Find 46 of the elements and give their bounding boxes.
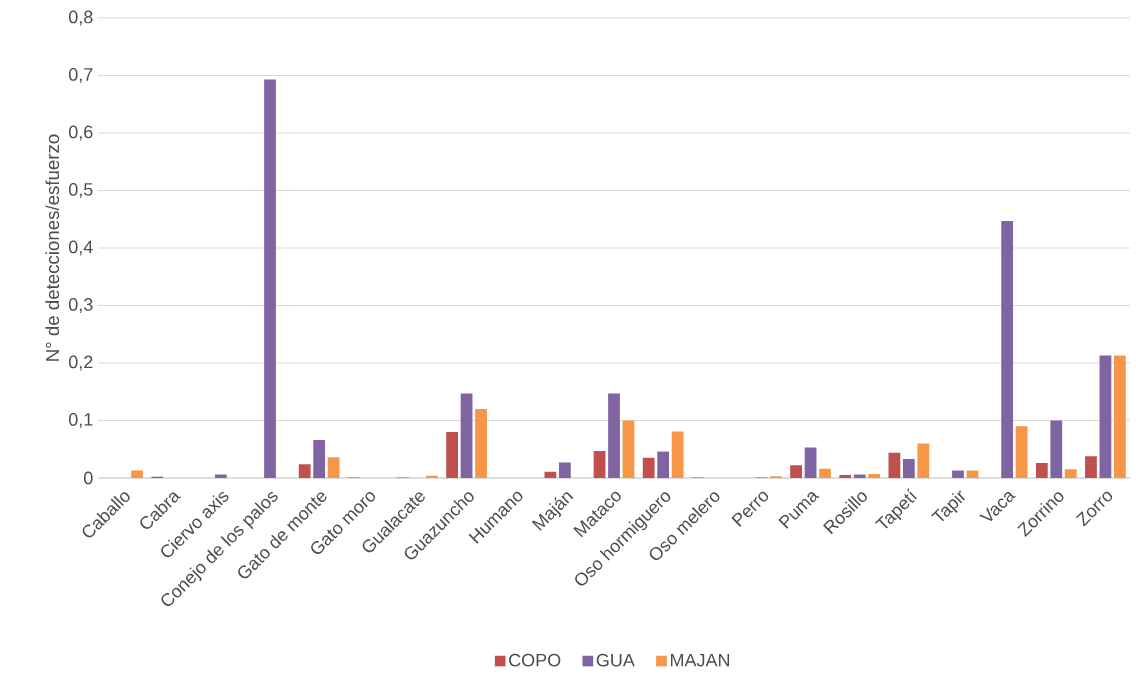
y-tick-label: 0,3 xyxy=(68,298,93,313)
bar xyxy=(1001,220,1014,478)
bar xyxy=(1099,355,1112,478)
bar xyxy=(298,464,311,478)
bar xyxy=(642,457,655,478)
bar xyxy=(671,431,684,478)
y-tick-label: 0,6 xyxy=(68,125,93,141)
y-tick-label: 0,2 xyxy=(68,355,93,371)
x-tick-label: Vaca xyxy=(979,491,1016,522)
bar xyxy=(819,468,831,478)
bar xyxy=(622,420,635,478)
bar xyxy=(888,452,901,478)
bar xyxy=(1113,355,1126,478)
bar xyxy=(131,470,143,478)
bar xyxy=(790,465,803,478)
bar xyxy=(608,393,620,478)
bar xyxy=(1050,420,1063,478)
bar xyxy=(460,393,473,478)
y-tick-label: 0,1 xyxy=(68,413,93,428)
bar xyxy=(1035,463,1048,478)
legend-label: GUA xyxy=(596,653,635,667)
y-axis-title: N° de detecciones/esfuerzo xyxy=(45,134,60,361)
bar xyxy=(1015,426,1028,478)
y-tick-label: 0,7 xyxy=(68,68,93,83)
bar xyxy=(264,79,276,478)
bar xyxy=(1085,456,1097,478)
bar xyxy=(475,408,487,478)
bar xyxy=(902,459,915,478)
bar xyxy=(327,457,340,478)
y-tick-label: 0 xyxy=(84,471,93,485)
bar xyxy=(446,431,459,478)
bar xyxy=(917,443,930,478)
y-tick-label: 0,5 xyxy=(68,183,93,198)
bar xyxy=(952,470,964,478)
bar xyxy=(558,462,571,478)
legend-label: MAJAN xyxy=(670,653,730,667)
bar xyxy=(593,450,606,478)
legend-label: COPO xyxy=(509,653,561,667)
bar xyxy=(1064,469,1077,478)
y-tick-label: 0,4 xyxy=(68,240,93,256)
y-tick-label: 0,8 xyxy=(68,10,93,26)
bar xyxy=(868,473,881,478)
bar xyxy=(804,447,817,478)
bar xyxy=(313,440,326,478)
bar xyxy=(839,475,852,478)
bar xyxy=(657,451,670,478)
